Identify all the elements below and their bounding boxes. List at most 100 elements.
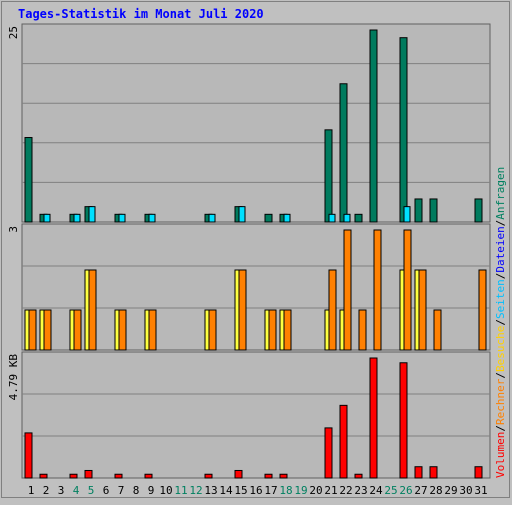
x-tick-label: 9 [148,484,155,497]
bar-rechner-day-1 [28,309,37,351]
bar-anfragen-day-17 [264,213,273,223]
legend-item: Volumen [494,432,507,478]
bar-rechner-day-13 [208,309,217,351]
bar-dateien-day-2 [43,213,51,223]
bar-volumen-day-24 [369,357,378,479]
bar-dateien-day-22 [343,213,351,223]
x-tick-label: 28 [429,484,442,497]
chart-title: Tages-Statistik im Monat Juli 2020 [18,7,264,21]
panel-top: 25 [7,23,491,223]
bar-volumen-day-28 [429,466,438,479]
x-tick-label: 31 [474,484,487,497]
bar-rechner-day-23 [358,309,367,351]
x-tick-label: 7 [118,484,125,497]
bar-volumen-day-18 [279,473,288,479]
bar-volumen-day-27 [414,466,423,479]
bar-volumen-day-23 [354,473,363,479]
legend-text: Volumen/Rechner/Besuche/Seiten/Dateien/A… [494,167,507,478]
x-tick-label: 13 [204,484,217,497]
x-tick-label: 10 [159,484,172,497]
bar-dateien-day-5 [88,206,96,223]
bar-volumen-day-17 [264,473,273,479]
x-tick-label: 5 [88,484,95,497]
panel-middle: 3 [7,223,491,351]
bar-rechner-day-27 [418,269,427,351]
legend-item: / [494,425,507,432]
bar-rechner-day-22 [343,229,352,351]
bar-rechner-day-2 [43,309,52,351]
bar-dateien-day-9 [148,213,156,223]
bar-volumen-day-13 [204,473,213,479]
y-max-label: 3 [7,226,20,233]
x-tick-label: 12 [189,484,202,497]
bar-rechner-day-4 [73,309,82,351]
y-max-label: 25 [7,26,20,39]
x-tick-label: 23 [354,484,367,497]
bar-dateien-day-7 [118,213,126,223]
bar-volumen-day-5 [84,469,93,479]
bar-volumen-day-26 [399,362,408,479]
x-tick-label: 15 [234,484,247,497]
x-tick-label: 3 [58,484,65,497]
bar-anfragen-day-22 [339,83,348,223]
bar-volumen-day-4 [69,473,78,479]
x-tick-label: 27 [414,484,427,497]
bar-anfragen-day-31 [474,198,483,223]
bar-dateien-day-15 [238,206,246,223]
panel-background [21,23,491,223]
x-tick-label: 8 [133,484,140,497]
x-tick-label: 17 [264,484,277,497]
panel-background [21,351,491,479]
x-tick-label: 26 [399,484,412,497]
bar-rechner-day-31 [478,269,487,351]
bar-rechner-day-5 [88,269,97,351]
x-tick-label: 30 [459,484,472,497]
x-tick-label: 14 [219,484,233,497]
x-tick-label: 29 [444,484,457,497]
bar-anfragen-day-27 [414,198,423,223]
x-tick-label: 24 [369,484,383,497]
legend-item: Dateien [494,226,507,272]
bar-volumen-day-21 [324,427,333,479]
bar-dateien-day-18 [283,213,291,223]
x-tick-label: 4 [73,484,80,497]
bar-anfragen-day-23 [354,213,363,223]
bar-volumen-day-31 [474,466,483,479]
y-max-label: 4.79 KB [7,354,20,401]
legend-item: / [494,319,507,326]
bar-dateien-day-4 [73,213,81,223]
bar-volumen-day-15 [234,469,243,479]
legend-item: Rechner [494,378,507,425]
x-tick-label: 11 [174,484,187,497]
x-tick-label: 1 [28,484,35,497]
bar-rechner-day-15 [238,269,247,351]
bar-rechner-day-7 [118,309,127,351]
bar-volumen-day-22 [339,404,348,479]
x-tick-label: 22 [339,484,352,497]
x-tick-label: 18 [279,484,292,497]
bar-volumen-day-1 [24,432,33,479]
bar-volumen-day-7 [114,473,123,479]
bar-anfragen-day-26 [399,37,408,223]
x-tick-label: 2 [43,484,50,497]
legend-item: Besuche [494,326,507,372]
x-tick-label: 6 [103,484,110,497]
bar-rechner-day-28 [433,309,442,351]
bar-rechner-day-17 [268,309,277,351]
legend-item: Seiten [494,279,507,319]
bar-anfragen-day-21 [324,129,333,223]
panel-background [21,223,491,351]
x-tick-label: 25 [384,484,397,497]
bar-anfragen-day-1 [24,137,33,223]
bar-volumen-day-9 [144,473,153,479]
bar-volumen-day-2 [39,473,48,479]
x-tick-label: 21 [324,484,337,497]
legend-item: Anfragen [494,167,507,220]
x-tick-label: 20 [309,484,322,497]
bar-rechner-day-21 [328,269,337,351]
bar-anfragen-day-24 [369,29,378,223]
x-tick-label: 16 [249,484,262,497]
bar-rechner-day-9 [148,309,157,351]
